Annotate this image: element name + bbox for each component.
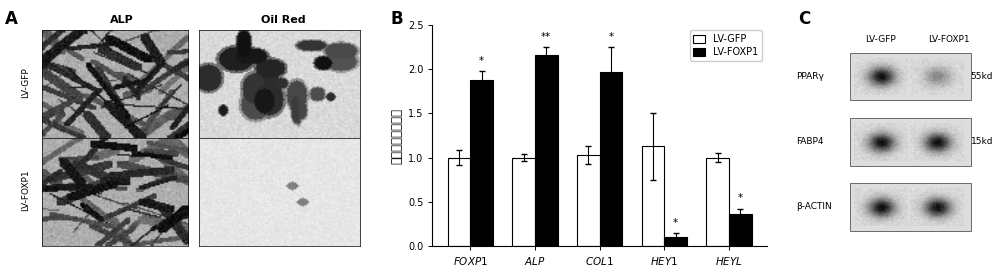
Text: Oil Red: Oil Red bbox=[261, 15, 306, 26]
Text: 55kd: 55kd bbox=[970, 72, 993, 81]
Text: A: A bbox=[5, 10, 18, 28]
Text: β-ACTIN: β-ACTIN bbox=[796, 202, 831, 211]
Text: LV-GFP: LV-GFP bbox=[865, 35, 896, 44]
Text: ALP: ALP bbox=[110, 15, 134, 26]
Text: FABP4: FABP4 bbox=[796, 137, 823, 146]
FancyBboxPatch shape bbox=[850, 118, 971, 165]
Text: LV-FOXP1: LV-FOXP1 bbox=[21, 170, 30, 211]
Text: 15kd: 15kd bbox=[970, 137, 993, 146]
FancyBboxPatch shape bbox=[850, 183, 971, 231]
Text: B: B bbox=[390, 10, 403, 28]
Text: LV-GFP: LV-GFP bbox=[21, 68, 30, 98]
Text: C: C bbox=[798, 10, 810, 28]
Text: PPARγ: PPARγ bbox=[796, 72, 824, 81]
FancyBboxPatch shape bbox=[850, 53, 971, 101]
Text: LV-FOXP1: LV-FOXP1 bbox=[928, 35, 969, 44]
